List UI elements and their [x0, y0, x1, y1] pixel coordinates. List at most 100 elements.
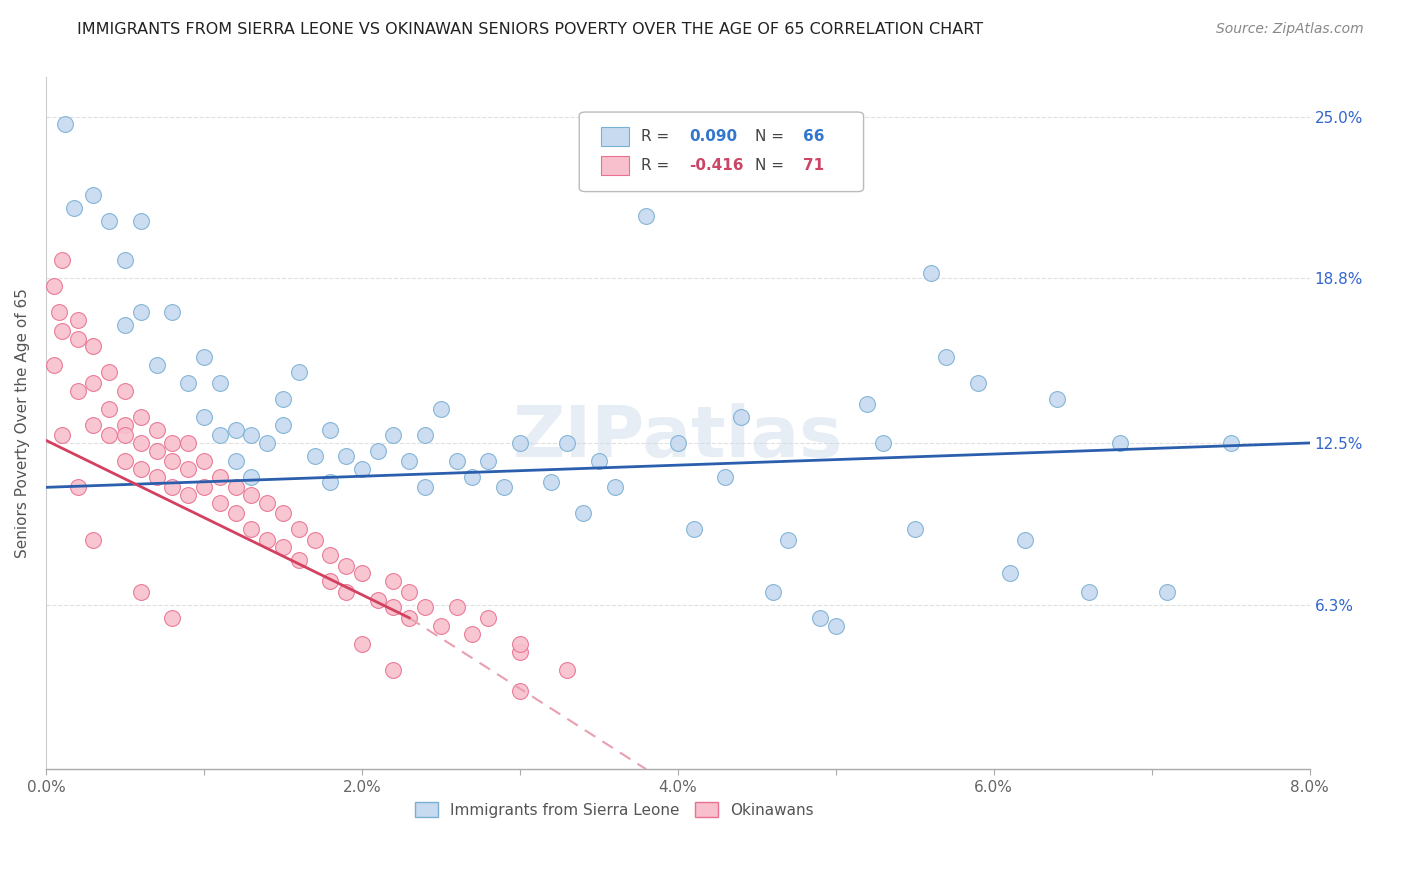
Point [256, 436, 278, 450]
Point [761, 584, 783, 599]
Point [177, 488, 200, 502]
Point [382, 574, 405, 589]
Point [129, 436, 152, 450]
Point [636, 209, 658, 223]
Point [904, 522, 927, 536]
Point [335, 558, 357, 573]
Point [240, 522, 263, 536]
Point [66, 313, 89, 327]
Point [48, 305, 70, 319]
Text: N =: N = [755, 158, 789, 173]
Point [225, 507, 247, 521]
Point [555, 436, 578, 450]
Point [225, 480, 247, 494]
Text: R =: R = [641, 128, 675, 144]
Point [382, 600, 405, 615]
Point [319, 574, 342, 589]
Point [461, 626, 484, 640]
Point [82, 376, 104, 390]
Point [162, 611, 184, 625]
Point [208, 496, 231, 510]
Point [225, 423, 247, 437]
Point [66, 384, 89, 398]
Point [271, 392, 294, 406]
Text: R =: R = [641, 158, 675, 173]
Point [53, 118, 76, 132]
Point [998, 566, 1021, 581]
Point [177, 436, 200, 450]
Point [98, 366, 121, 380]
Text: IMMIGRANTS FROM SIERRA LEONE VS OKINAWAN SENIORS POVERTY OVER THE AGE OF 65 CORR: IMMIGRANTS FROM SIERRA LEONE VS OKINAWAN… [77, 22, 983, 37]
Point [240, 428, 263, 442]
Point [287, 553, 309, 567]
Point [856, 397, 879, 411]
Point [413, 480, 436, 494]
Point [114, 417, 136, 432]
Point [367, 592, 389, 607]
Point [588, 454, 610, 468]
Point [304, 449, 326, 463]
Point [350, 637, 373, 651]
Point [1109, 436, 1132, 450]
Point [145, 358, 167, 372]
Point [319, 475, 342, 489]
Point [42, 279, 65, 293]
Point [129, 409, 152, 424]
Point [98, 214, 121, 228]
Y-axis label: Seniors Poverty Over the Age of 65: Seniors Poverty Over the Age of 65 [15, 288, 30, 558]
Point [193, 454, 215, 468]
Point [1046, 392, 1069, 406]
Point [177, 462, 200, 476]
Point [208, 428, 231, 442]
Point [540, 475, 562, 489]
Point [129, 584, 152, 599]
Point [256, 533, 278, 547]
Point [413, 428, 436, 442]
Point [193, 350, 215, 364]
Point [129, 305, 152, 319]
Point [824, 618, 846, 632]
Point [287, 366, 309, 380]
Point [461, 470, 484, 484]
Point [714, 470, 737, 484]
Point [82, 417, 104, 432]
Point [382, 663, 405, 677]
Bar [600, 155, 628, 175]
Point [509, 684, 531, 698]
Point [162, 436, 184, 450]
Point [66, 332, 89, 346]
Point [208, 470, 231, 484]
Point [193, 480, 215, 494]
Text: -0.416: -0.416 [689, 158, 744, 173]
Point [477, 454, 499, 468]
Point [335, 584, 357, 599]
Point [240, 488, 263, 502]
Point [51, 324, 73, 338]
Point [350, 566, 373, 581]
Point [82, 188, 104, 202]
Point [778, 533, 800, 547]
Point [240, 470, 263, 484]
Point [967, 376, 990, 390]
Point [446, 454, 468, 468]
Point [256, 496, 278, 510]
Point [319, 423, 342, 437]
Point [271, 507, 294, 521]
Point [509, 637, 531, 651]
Text: Source: ZipAtlas.com: Source: ZipAtlas.com [1216, 22, 1364, 37]
Point [271, 541, 294, 555]
Point [66, 480, 89, 494]
Point [287, 522, 309, 536]
Point [413, 600, 436, 615]
Point [145, 443, 167, 458]
Point [335, 449, 357, 463]
Point [145, 423, 167, 437]
Point [446, 600, 468, 615]
Point [225, 454, 247, 468]
Point [98, 428, 121, 442]
Point [129, 462, 152, 476]
Point [398, 584, 420, 599]
Point [193, 409, 215, 424]
Point [555, 663, 578, 677]
Point [872, 436, 894, 450]
